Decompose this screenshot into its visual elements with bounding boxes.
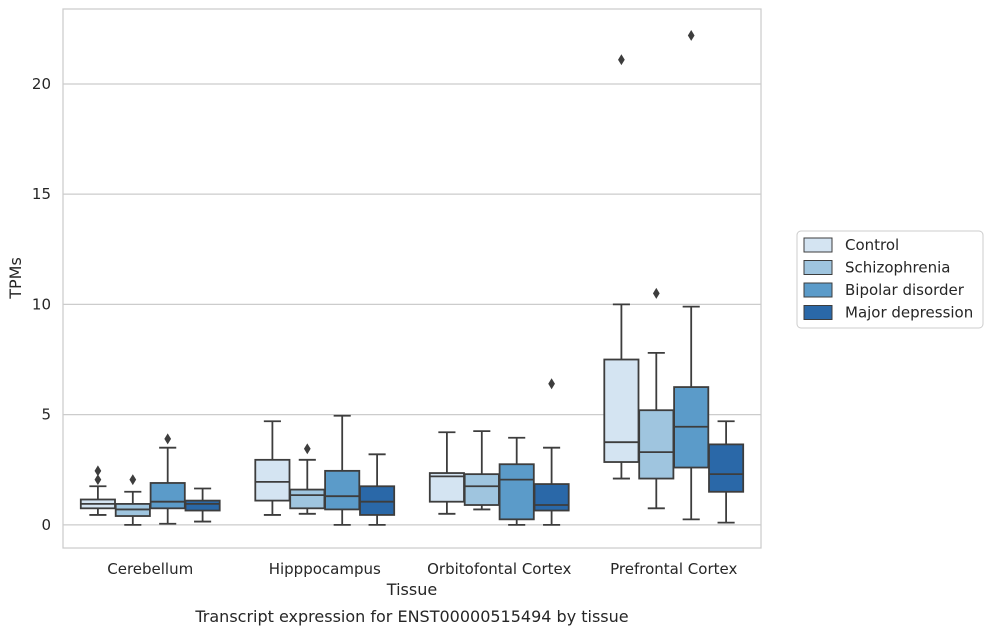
y-tick-label: 20	[32, 75, 51, 93]
outlier-point	[618, 54, 625, 66]
box-1-2	[324, 414, 361, 526]
legend-swatch	[803, 305, 833, 320]
box-body	[708, 443, 745, 493]
box-body	[428, 472, 465, 503]
y-tick-label: 15	[32, 185, 51, 203]
outlier-point	[94, 465, 102, 477]
legend-label: Control	[845, 236, 899, 254]
outlier-point	[94, 474, 102, 486]
x-tick-label: Prefrontal Cortex	[610, 560, 737, 578]
legend-swatch	[803, 237, 833, 253]
x-tick-label: Orbitofontal Cortex	[427, 560, 571, 578]
x-tick-label: Hipppocampus	[269, 560, 381, 578]
outlier-point	[548, 378, 555, 390]
box-0-1	[114, 474, 151, 526]
box-body	[603, 358, 640, 463]
box-1-3	[359, 453, 396, 526]
legend: Control Schizophrenia Bipolar disorder Majo…	[796, 230, 984, 329]
box-0-2	[149, 433, 186, 525]
box-3-3	[708, 420, 745, 524]
box-2-3	[533, 378, 570, 526]
box-1-1	[289, 443, 326, 515]
x-tick-label: Cerebellum	[107, 560, 193, 578]
figure-caption: Transcript expression for ENST0000051549…	[194, 607, 628, 626]
box-body	[498, 463, 535, 521]
y-tick-labels: 0 5 10 15 20	[32, 75, 51, 534]
boxes-group	[79, 29, 745, 526]
box-3-1	[638, 287, 675, 510]
box-0-0	[79, 465, 116, 516]
box-body	[463, 473, 500, 506]
box-1-0	[254, 420, 291, 516]
x-axis-label: Tissue	[386, 580, 437, 599]
box-body	[359, 485, 396, 516]
box-body	[254, 458, 291, 502]
box-body	[149, 482, 186, 510]
y-axis-label: TPMs	[6, 257, 25, 300]
box-2-1	[463, 430, 500, 511]
legend-label: Schizophrenia	[845, 259, 950, 277]
plot-frame	[62, 8, 762, 549]
y-tick-label: 5	[41, 406, 51, 424]
outlier-point	[687, 29, 695, 41]
box-2-2	[498, 436, 535, 526]
box-body	[533, 483, 570, 512]
outlier-point	[129, 474, 137, 486]
box-body	[638, 409, 675, 480]
legend-label: Bipolar disorder	[845, 281, 965, 299]
legend-label: Major depression	[845, 304, 973, 322]
legend-swatch	[803, 260, 833, 275]
legend-frame	[796, 230, 984, 329]
box-3-2	[673, 29, 710, 521]
legend-swatch	[803, 282, 833, 298]
outlier-point	[652, 287, 660, 299]
box-3-0	[603, 54, 640, 480]
x-tick-labels: Cerebellum Hipppocampus Orbitofontal Corte…	[107, 560, 737, 578]
box-0-3	[184, 487, 221, 523]
outlier-point	[303, 443, 311, 455]
box-body	[184, 499, 221, 512]
y-tick-label: 0	[41, 516, 51, 534]
box-body	[289, 488, 326, 510]
box-body	[324, 469, 361, 511]
outlier-point	[164, 433, 172, 445]
y-tick-label: 10	[32, 295, 51, 313]
box-2-0	[428, 431, 465, 515]
